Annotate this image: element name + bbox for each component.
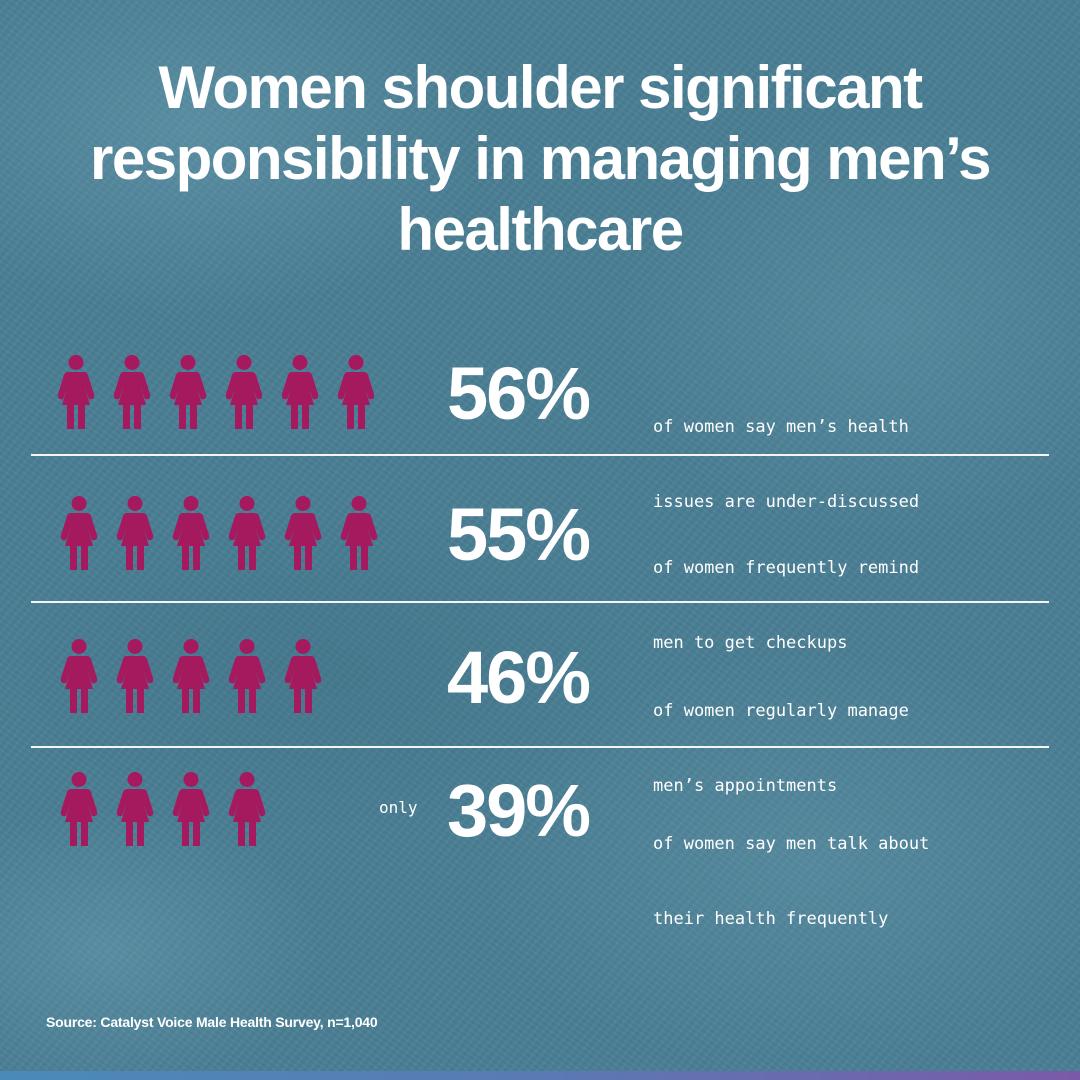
source-note: Source: Catalyst Voice Male Health Surve… [46,1014,378,1030]
stat-row-4: only 39% of women say men talk about the… [0,769,1080,929]
infographic-title: Women shoulder significant responsibilit… [0,52,1080,265]
pictograph-icons [60,772,284,848]
woman-icon [116,639,154,713]
woman-icon [60,639,98,713]
title-line-2: responsibility in managing men’s [90,125,991,192]
woman-icon [116,496,154,570]
woman-icon [284,496,322,570]
stat-percent: 56% [447,352,591,435]
stat-percent: 55% [447,493,591,576]
woman-icon [281,355,319,429]
stat-description: of women frequently remind men to get ch… [653,506,919,706]
row-divider [31,746,1049,748]
stat-row-1: 56% of women say men’s health issues are… [0,352,1080,512]
stat-percent: 46% [447,636,591,719]
stat-percent: 39% [447,769,591,852]
stat-description-line-2: men’s appointments [653,776,838,796]
pictograph-icons [60,496,396,572]
woman-icon [169,355,207,429]
stat-qualifier: only [379,798,418,817]
stat-description: of women regularly manage men’s appointm… [653,649,909,849]
stat-description-line-1: of women say men talk about [653,834,930,854]
stat-description-line-1: of women say men’s health [653,417,909,437]
pictograph-icons [60,639,340,715]
stat-description-line-2: their health frequently [653,909,889,929]
woman-icon [60,496,98,570]
stat-row-3: 46% of women regularly manage men’s appo… [0,636,1080,796]
stat-description-line-1: of women regularly manage [653,701,909,721]
row-divider [31,601,1049,603]
woman-icon [284,639,322,713]
woman-icon [116,772,154,846]
row-divider [31,454,1049,456]
woman-icon [172,639,210,713]
woman-icon [228,496,266,570]
stat-description-line-2: issues are under-discussed [653,492,920,512]
woman-icon [60,772,98,846]
woman-icon [57,355,95,429]
title-line-1: Women shoulder significant [158,54,923,121]
woman-icon [228,772,266,846]
stat-description: of women say men talk about their health… [653,782,929,982]
woman-icon [172,772,210,846]
woman-icon [340,496,378,570]
woman-icon [337,355,375,429]
woman-icon [113,355,151,429]
stat-description-line-1: of women frequently remind [653,558,920,578]
stat-row-2: 55% of women frequently remind men to ge… [0,493,1080,653]
title-line-3: healthcare [397,196,684,263]
stat-description: of women say men’s health issues are und… [653,365,919,565]
stat-description-line-2: men to get checkups [653,633,848,653]
woman-icon [172,496,210,570]
bottom-gradient-bar [0,1071,1080,1080]
woman-icon [228,639,266,713]
pictograph-icons [57,355,393,431]
woman-icon [225,355,263,429]
